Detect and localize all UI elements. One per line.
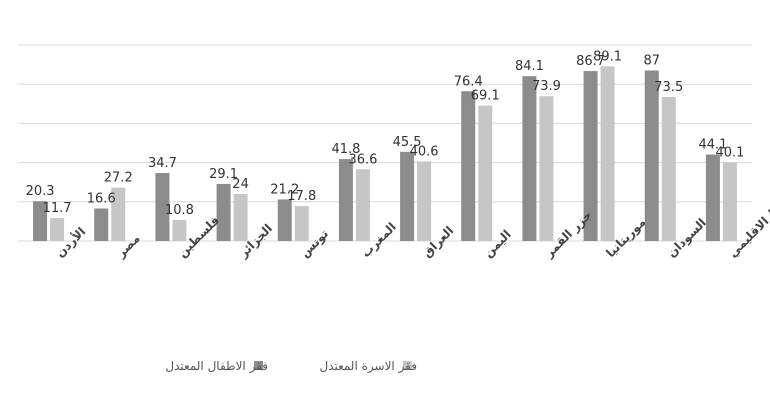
bar-series-1 bbox=[400, 151, 415, 241]
value-label-series-1: 44.1 bbox=[698, 138, 727, 153]
bar-series-1 bbox=[216, 183, 231, 241]
value-label-series-1: 21.2 bbox=[270, 182, 299, 197]
value-label-series-1: 86.7 bbox=[576, 54, 605, 69]
value-label-series-1: 84.1 bbox=[515, 59, 544, 74]
bar-series-1 bbox=[33, 201, 48, 241]
gridlines bbox=[18, 44, 752, 242]
value-label-series-1: 76.4 bbox=[454, 74, 483, 89]
value-labels: 20.3 11.7 16.6 27.2 34.7 10.8 29.124 21.217.8 41… bbox=[26, 49, 745, 217]
value-label-series-1: 87 bbox=[643, 53, 660, 68]
value-label-series-1: 20.3 bbox=[26, 184, 55, 199]
bar-series-2 bbox=[355, 169, 370, 241]
bar-series-2 bbox=[600, 66, 615, 241]
value-label-series-2: 27.2 bbox=[104, 171, 133, 186]
value-label-series-1: 34.7 bbox=[148, 156, 177, 171]
bar-series-1 bbox=[644, 70, 659, 241]
bar-series-2 bbox=[661, 96, 676, 241]
legend: فقر الاطفال المعتدل فقر الاسرة المعتدل bbox=[165, 359, 417, 374]
bar-series-1 bbox=[338, 159, 353, 241]
value-label-series-1: 29.1 bbox=[209, 167, 238, 182]
value-label-series-2: 40.1 bbox=[715, 145, 744, 160]
bar-series-2 bbox=[111, 187, 126, 241]
value-label-series-2: 10.8 bbox=[165, 203, 194, 218]
value-label-series-1: 45.5 bbox=[393, 135, 422, 150]
bar-series-2 bbox=[233, 193, 248, 241]
value-label-series-2: 73.9 bbox=[532, 79, 561, 94]
bar-series-2 bbox=[50, 218, 65, 241]
legend-swatch-series-1 bbox=[254, 361, 263, 370]
bar-series-2 bbox=[722, 162, 737, 241]
bar-series-2 bbox=[172, 219, 187, 241]
bar-series-1 bbox=[522, 76, 537, 241]
value-label-series-2: 73.5 bbox=[654, 80, 683, 95]
bar-series-1 bbox=[705, 154, 720, 241]
legend-label-series-1: فقر الاطفال المعتدل bbox=[165, 359, 268, 374]
legend-swatch-series-2 bbox=[403, 361, 412, 370]
bar-series-1 bbox=[94, 208, 109, 241]
value-label-series-2: 36.6 bbox=[348, 152, 377, 167]
bar-series-2 bbox=[539, 96, 554, 241]
bar-series-1 bbox=[155, 172, 170, 241]
bar-series-2 bbox=[417, 161, 432, 241]
bar-series-2 bbox=[294, 206, 309, 241]
value-label-series-2: 89.1 bbox=[593, 49, 622, 64]
bar-series-1 bbox=[583, 71, 598, 242]
value-label-series-2: 40.6 bbox=[410, 144, 439, 159]
bars bbox=[33, 66, 737, 242]
bar-series-2 bbox=[478, 105, 493, 242]
bar-series-1 bbox=[277, 199, 292, 241]
value-label-series-2: 17.8 bbox=[287, 189, 316, 204]
value-label-series-1: 41.8 bbox=[331, 142, 360, 157]
legend-label-series-2: فقر الاسرة المعتدل bbox=[319, 359, 417, 374]
value-label-series-2: 11.7 bbox=[43, 201, 72, 216]
bar-series-1 bbox=[461, 91, 476, 241]
value-label-series-2: 24 bbox=[232, 177, 249, 192]
value-label-series-2: 69.1 bbox=[471, 89, 500, 104]
value-label-series-1: 16.6 bbox=[87, 191, 116, 206]
